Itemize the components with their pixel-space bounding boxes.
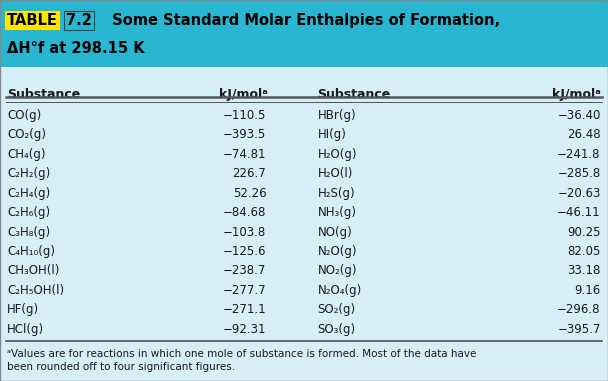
Text: N₂O₄(g): N₂O₄(g)	[317, 284, 362, 297]
Text: HCl(g): HCl(g)	[7, 323, 44, 336]
Text: CO(g): CO(g)	[7, 109, 41, 122]
Text: NO₂(g): NO₂(g)	[317, 264, 357, 277]
Text: C₂H₆(g): C₂H₆(g)	[7, 206, 50, 219]
Text: HBr(g): HBr(g)	[317, 109, 356, 122]
Text: 33.18: 33.18	[567, 264, 601, 277]
Text: kJ/molᵃ: kJ/molᵃ	[552, 88, 601, 101]
Text: C₂H₄(g): C₂H₄(g)	[7, 187, 50, 200]
Text: TABLE: TABLE	[7, 13, 58, 28]
Text: −74.81: −74.81	[223, 148, 266, 161]
Text: −20.63: −20.63	[558, 187, 601, 200]
Text: 90.25: 90.25	[567, 226, 601, 239]
Text: −296.8: −296.8	[557, 303, 601, 316]
Text: −395.7: −395.7	[558, 323, 601, 336]
Text: Substance: Substance	[7, 88, 80, 101]
Text: −103.8: −103.8	[223, 226, 266, 239]
Text: −46.11: −46.11	[557, 206, 601, 219]
FancyBboxPatch shape	[0, 0, 608, 67]
Text: CO₂(g): CO₂(g)	[7, 128, 46, 141]
Text: C₄H₁₀(g): C₄H₁₀(g)	[7, 245, 55, 258]
Text: −125.6: −125.6	[223, 245, 266, 258]
Text: −271.1: −271.1	[223, 303, 266, 316]
Text: 26.48: 26.48	[567, 128, 601, 141]
Text: NO(g): NO(g)	[317, 226, 352, 239]
Text: SO₃(g): SO₃(g)	[317, 323, 356, 336]
Text: −110.5: −110.5	[223, 109, 266, 122]
Text: C₂H₂(g): C₂H₂(g)	[7, 167, 50, 180]
Text: kJ/molᵃ: kJ/molᵃ	[219, 88, 268, 101]
Text: H₂S(g): H₂S(g)	[317, 187, 355, 200]
Text: −277.7: −277.7	[223, 284, 266, 297]
Text: C₃H₈(g): C₃H₈(g)	[7, 226, 50, 239]
Text: −393.5: −393.5	[223, 128, 266, 141]
Text: 7.2: 7.2	[66, 13, 92, 28]
Text: N₂O(g): N₂O(g)	[317, 245, 357, 258]
Text: HI(g): HI(g)	[317, 128, 346, 141]
Text: −285.8: −285.8	[558, 167, 601, 180]
Text: −92.31: −92.31	[223, 323, 266, 336]
Text: −238.7: −238.7	[223, 264, 266, 277]
Text: H₂O(g): H₂O(g)	[317, 148, 357, 161]
Text: Some Standard Molar Enthalpies of Formation,: Some Standard Molar Enthalpies of Format…	[102, 13, 500, 28]
Text: −241.8: −241.8	[557, 148, 601, 161]
Text: CH₃OH(l): CH₃OH(l)	[7, 264, 60, 277]
Text: 9.16: 9.16	[575, 284, 601, 297]
Text: 52.26: 52.26	[233, 187, 266, 200]
Text: C₂H₅OH(l): C₂H₅OH(l)	[7, 284, 64, 297]
Text: NH₃(g): NH₃(g)	[317, 206, 356, 219]
Text: HF(g): HF(g)	[7, 303, 40, 316]
Text: ΔH°f at 298.15 K: ΔH°f at 298.15 K	[7, 41, 145, 56]
Text: −84.68: −84.68	[223, 206, 266, 219]
Text: H₂O(l): H₂O(l)	[317, 167, 353, 180]
Text: 82.05: 82.05	[567, 245, 601, 258]
Text: SO₂(g): SO₂(g)	[317, 303, 356, 316]
Text: ᵃValues are for reactions in which one mole of substance is formed. Most of the : ᵃValues are for reactions in which one m…	[7, 349, 477, 372]
Text: CH₄(g): CH₄(g)	[7, 148, 46, 161]
Text: 226.7: 226.7	[232, 167, 266, 180]
Text: −36.40: −36.40	[558, 109, 601, 122]
Text: Substance: Substance	[317, 88, 390, 101]
